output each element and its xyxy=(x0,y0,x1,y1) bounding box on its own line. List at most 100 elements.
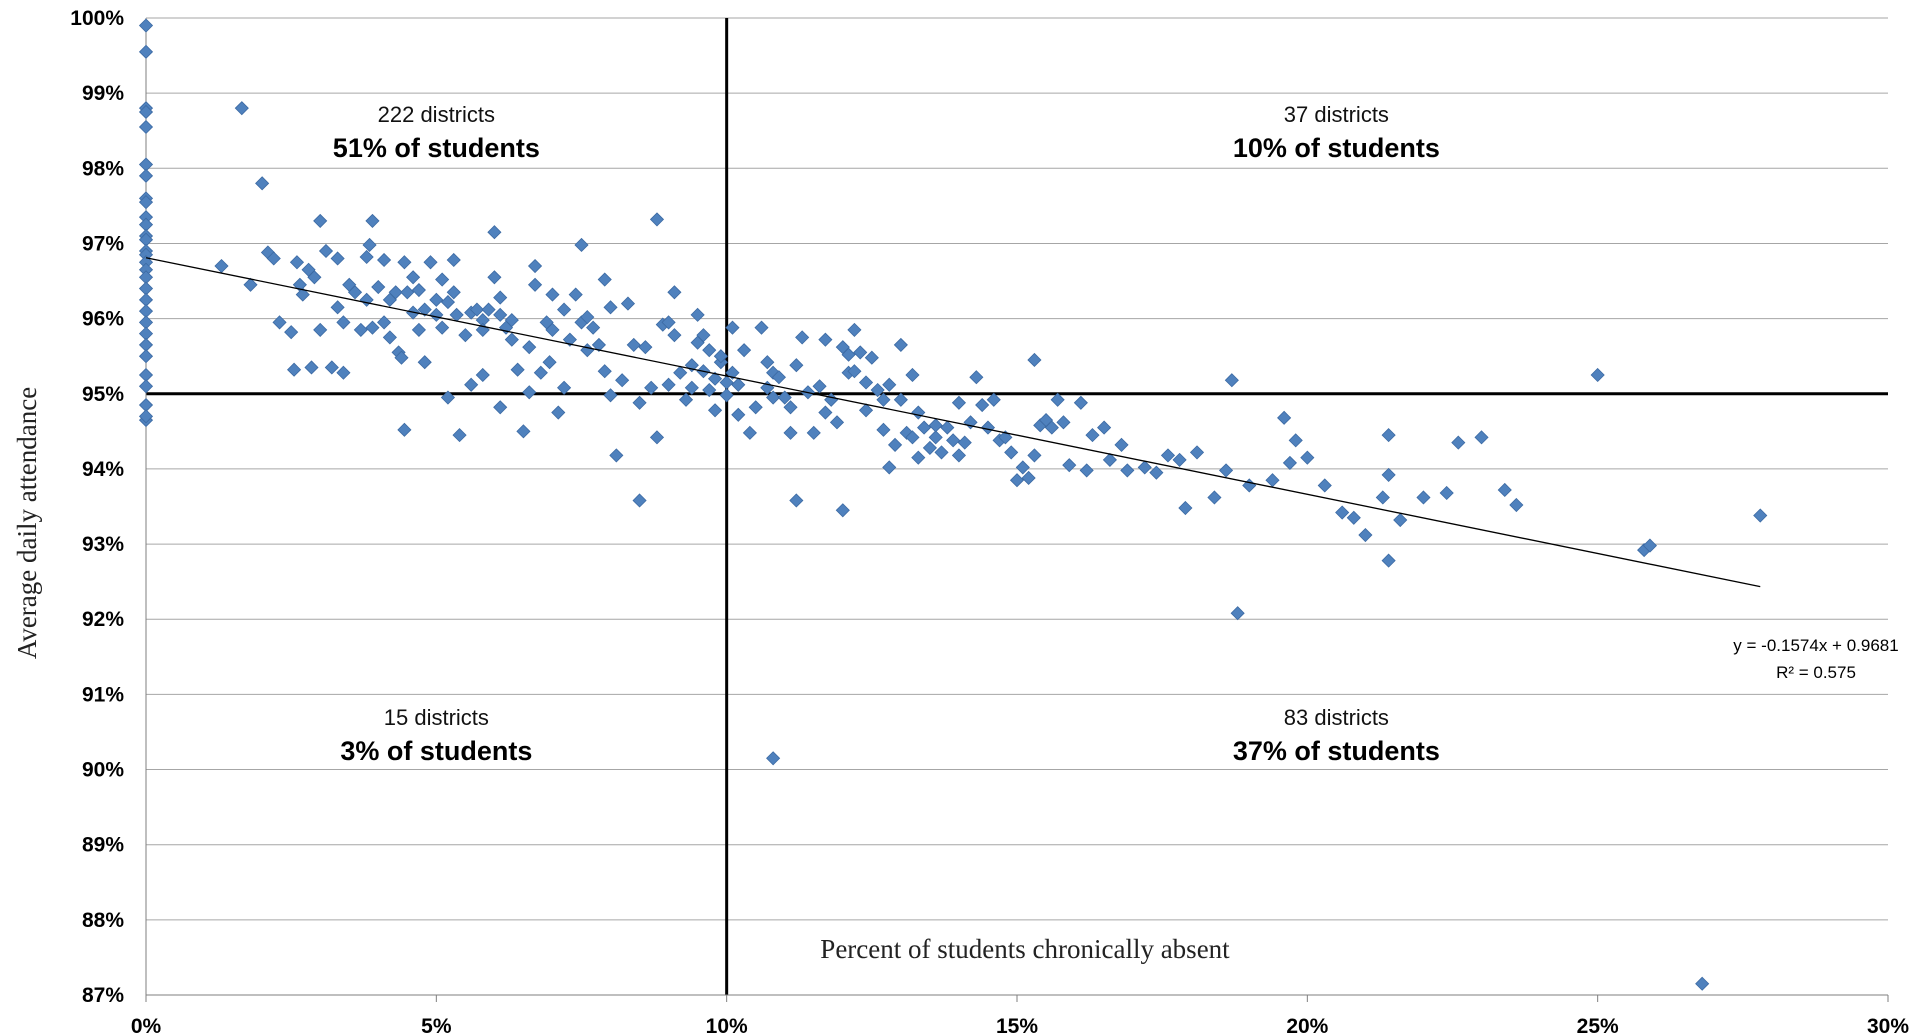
data-point xyxy=(510,362,525,377)
trendline xyxy=(145,257,1761,588)
data-point xyxy=(754,320,769,335)
data-point xyxy=(417,302,432,317)
data-point xyxy=(423,255,438,270)
data-point xyxy=(1509,497,1524,513)
data-point xyxy=(289,255,305,270)
data-point xyxy=(957,435,972,450)
data-point xyxy=(911,405,926,420)
data-point xyxy=(1178,500,1193,516)
data-point xyxy=(574,237,589,253)
x-axis-title: Percent of students chronically absent xyxy=(820,934,1230,964)
data-point xyxy=(382,330,397,345)
data-point xyxy=(287,362,302,377)
data-point xyxy=(527,277,543,292)
x-tick-label: 10% xyxy=(706,1015,748,1036)
data-point xyxy=(1015,460,1030,475)
data-point xyxy=(818,405,833,420)
data-point xyxy=(812,379,827,394)
data-point xyxy=(731,407,746,422)
data-point xyxy=(986,392,1001,407)
data-point xyxy=(313,322,328,337)
data-point xyxy=(905,367,920,383)
data-point xyxy=(504,313,519,328)
data-point xyxy=(324,360,339,375)
data-point xyxy=(138,18,154,33)
data-point xyxy=(394,350,409,365)
data-point xyxy=(806,425,821,440)
data-point xyxy=(731,377,746,392)
y-tick-label: 98% xyxy=(82,157,124,180)
data-point xyxy=(214,258,229,274)
data-point xyxy=(1027,352,1042,368)
data-point xyxy=(1189,445,1205,460)
y-tick-label: 91% xyxy=(82,683,124,706)
data-point xyxy=(661,315,676,330)
data-point xyxy=(847,364,862,379)
data-point xyxy=(905,430,920,445)
data-point xyxy=(557,380,572,395)
y-tick-labels: 100% 99% 98% 97% 96% 95% 94% 93% 92% 91% 90% 89% 88%… xyxy=(70,7,124,1007)
data-point xyxy=(1160,448,1176,463)
data-point xyxy=(388,285,403,300)
data-point xyxy=(1050,392,1065,407)
data-point xyxy=(737,343,752,358)
data-point xyxy=(1381,467,1396,483)
y-tick-label: 89% xyxy=(82,834,124,857)
data-point xyxy=(138,168,154,183)
data-point xyxy=(493,400,508,415)
data-point xyxy=(1149,465,1164,480)
data-point xyxy=(951,448,966,463)
data-point xyxy=(266,251,281,266)
data-point xyxy=(527,258,543,274)
data-point xyxy=(397,422,412,437)
trendline-r-squared: R² = 0.575 xyxy=(1776,663,1856,682)
data-point xyxy=(377,315,392,330)
data-point xyxy=(1079,463,1094,478)
data-point xyxy=(893,392,908,407)
data-point xyxy=(789,358,804,373)
data-point xyxy=(725,320,740,335)
data-point xyxy=(446,252,461,268)
data-point xyxy=(1207,490,1222,505)
data-point xyxy=(411,322,426,337)
data-point xyxy=(1346,510,1361,525)
data-point xyxy=(591,337,606,352)
data-point xyxy=(603,388,618,403)
data-point xyxy=(1004,445,1019,460)
data-point xyxy=(493,290,508,305)
data-point xyxy=(980,420,996,435)
data-point xyxy=(702,382,717,398)
data-point xyxy=(922,440,937,455)
data-point xyxy=(557,302,572,317)
data-point xyxy=(318,243,334,259)
quadrant-district-count: 222 districts xyxy=(378,102,495,127)
data-point xyxy=(1451,435,1466,450)
data-point xyxy=(533,365,548,380)
data-point xyxy=(597,364,612,379)
quadrant-annotations: 222 districts 51% of students 37 districts… xyxy=(333,102,1440,766)
data-point xyxy=(330,300,345,315)
data-point xyxy=(1695,976,1710,991)
quadrant-student-share: 10% of students xyxy=(1233,133,1440,163)
data-point xyxy=(580,310,595,325)
data-point xyxy=(1277,410,1292,425)
data-point xyxy=(487,270,502,285)
quadrant-district-count: 15 districts xyxy=(384,705,489,730)
data-point xyxy=(632,395,647,410)
data-point xyxy=(620,296,636,311)
y-tick-label: 97% xyxy=(82,232,124,255)
data-point xyxy=(928,430,943,445)
quadrant-student-share: 37% of students xyxy=(1233,736,1440,766)
data-point xyxy=(255,176,270,191)
data-point xyxy=(371,279,386,295)
data-point xyxy=(713,349,728,364)
data-point xyxy=(661,377,676,392)
data-point xyxy=(440,295,456,310)
data-point xyxy=(1375,490,1390,505)
quadrant-student-share: 3% of students xyxy=(340,736,532,766)
data-point xyxy=(597,272,612,287)
data-point xyxy=(1288,433,1303,448)
data-point xyxy=(795,330,810,345)
data-point xyxy=(400,285,415,300)
